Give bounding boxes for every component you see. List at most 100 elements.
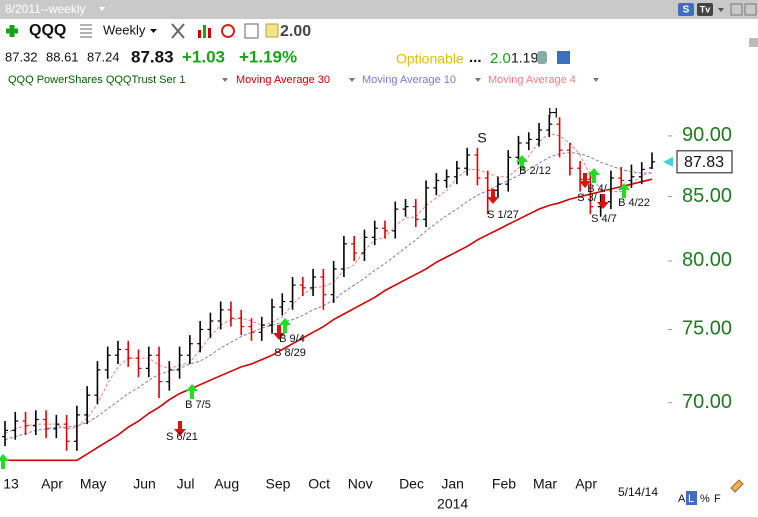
dropdown-arrow[interactable] xyxy=(349,78,355,82)
symbol[interactable]: QQQ xyxy=(29,22,66,39)
footer-button[interactable]: A xyxy=(678,493,686,505)
annotation: S 3/ xyxy=(577,192,598,204)
x-tick-label: Dec xyxy=(399,476,424,492)
dropdown-arrow[interactable] xyxy=(150,29,157,33)
x-tick-label: May xyxy=(80,476,106,492)
tool-icon[interactable] xyxy=(171,23,185,39)
value: 2.0 xyxy=(490,50,511,67)
buy-arrow xyxy=(516,155,528,170)
bars-icon[interactable] xyxy=(198,25,211,38)
dropdown-arrow[interactable] xyxy=(593,78,599,82)
badge[interactable] xyxy=(678,3,694,16)
date-label: 5/14/14 xyxy=(618,485,658,499)
title-bar xyxy=(0,0,758,19)
dropdown-arrow[interactable] xyxy=(718,8,724,12)
zoom[interactable]: 2.00 xyxy=(280,23,311,40)
x-tick-label: Feb xyxy=(492,476,516,492)
year-label: 2014 xyxy=(437,496,468,512)
add-icon[interactable] xyxy=(6,25,18,37)
high-value: 88.61 xyxy=(46,49,79,64)
buy-arrow xyxy=(279,318,291,333)
y-tick-label: 75.00 xyxy=(682,318,732,340)
badge-text: S xyxy=(683,5,690,16)
sell-arrow xyxy=(579,173,591,188)
x-tick-label: Jul xyxy=(177,476,195,492)
db-icon[interactable] xyxy=(537,51,547,64)
window-button[interactable] xyxy=(744,3,757,16)
annotation: B 2/12 xyxy=(519,165,551,177)
y-tick-label: 70.00 xyxy=(682,391,732,413)
annotation: S 8/29 xyxy=(274,347,306,359)
dropdown-arrow[interactable] xyxy=(475,78,481,82)
ellipsis[interactable]: ... xyxy=(469,49,482,66)
note-icon[interactable] xyxy=(265,23,279,38)
change-pct: +1.19% xyxy=(239,47,297,66)
sell-arrow xyxy=(273,325,285,340)
moving-average-line xyxy=(4,151,652,441)
last-price-label: 87.83 xyxy=(684,154,724,171)
optionable: Optionable xyxy=(396,51,464,67)
dropdown-arrow[interactable] xyxy=(99,7,105,11)
y-tick-label: 90.00 xyxy=(682,124,732,146)
badge-text: Tv xyxy=(700,4,711,14)
x-tick-label: Jun xyxy=(133,476,156,492)
badge[interactable] xyxy=(697,3,713,16)
last-price-pointer xyxy=(663,156,673,167)
scroll-icon[interactable] xyxy=(749,38,758,47)
last-price-box xyxy=(676,150,733,174)
interval[interactable]: Weekly xyxy=(103,22,146,37)
x-tick-label: Oct xyxy=(308,476,330,492)
alarm-icon[interactable] xyxy=(221,24,235,38)
annotation: H xyxy=(548,105,558,121)
annotation: B 9/4 xyxy=(279,333,305,345)
dropdown-arrow[interactable] xyxy=(222,78,228,82)
x-tick-label: Nov xyxy=(348,476,373,492)
footer-selected xyxy=(686,491,697,505)
buy-arrow xyxy=(0,454,9,469)
annotation: S 4/7 xyxy=(591,213,617,225)
x-tick-label: Sep xyxy=(266,476,291,492)
y-tick-label: 85.00 xyxy=(682,185,732,207)
buy-arrow xyxy=(588,168,600,183)
moving-average-line xyxy=(4,132,653,434)
sell-arrow xyxy=(487,189,499,204)
table-icon[interactable] xyxy=(244,23,259,39)
x-tick-label: Apr xyxy=(575,476,597,492)
legend-label[interactable]: Moving Average 30 xyxy=(236,74,330,86)
footer-button[interactable]: L xyxy=(688,493,694,505)
y-tick-label: 80.00 xyxy=(682,249,732,271)
x-tick-label: Aug xyxy=(214,476,239,492)
plot: 90.00 85.00 80.00 75.00 70.00 13 Apr May Jun Jul A… xyxy=(0,105,733,512)
buy-arrow xyxy=(618,183,630,198)
annotation: S 1/27 xyxy=(487,209,519,221)
window-button[interactable] xyxy=(730,3,743,16)
open-value: 87.32 xyxy=(5,49,38,64)
x-tick-label: Apr xyxy=(41,476,63,492)
annotation: S xyxy=(477,130,486,146)
pencil-icon[interactable] xyxy=(730,479,744,493)
moving-average-line xyxy=(5,178,653,462)
change: +1.03 xyxy=(182,47,225,66)
save-icon[interactable] xyxy=(557,51,570,64)
annotation: B 7/5 xyxy=(185,399,211,411)
low-value: 87.24 xyxy=(87,49,120,64)
period[interactable]: 8/2011--weekly xyxy=(5,2,85,16)
buy-arrow xyxy=(186,384,198,399)
annotation: B 4/ xyxy=(587,183,608,195)
legend-label[interactable]: Moving Average 4 xyxy=(488,74,576,86)
sell-arrow xyxy=(597,194,609,209)
value: 1.19 xyxy=(511,50,538,66)
close-value: 87.83 xyxy=(131,47,174,66)
annotation: S 6/21 xyxy=(166,431,198,443)
footer-button[interactable]: F xyxy=(714,493,721,505)
legend-label[interactable]: QQQ PowerShares QQQTrust Ser 1 xyxy=(8,74,185,86)
x-tick-label: Mar xyxy=(533,476,557,492)
sell-arrow xyxy=(174,421,186,436)
x-tick-label: Jan xyxy=(441,476,464,492)
legend-label[interactable]: Moving Average 10 xyxy=(362,74,456,86)
annotation: B 4/22 xyxy=(618,197,650,209)
grid-icon[interactable] xyxy=(80,24,92,38)
footer-button[interactable]: % xyxy=(700,493,710,505)
x-tick-label: 13 xyxy=(3,476,19,492)
